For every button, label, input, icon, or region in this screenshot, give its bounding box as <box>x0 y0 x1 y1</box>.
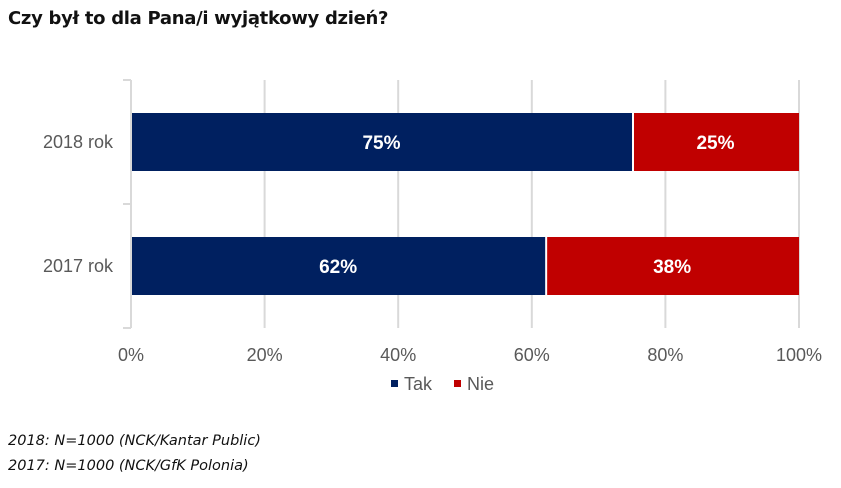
data-label: 62% <box>319 257 357 278</box>
bar-nie <box>634 113 799 171</box>
chart-title: Czy był to dla Pana/i wyjątkowy dzień? <box>8 8 389 29</box>
bar-tak <box>132 237 546 295</box>
source-note-2018: 2018: N=1000 (NCK/Kantar Public) <box>8 433 261 449</box>
bar-nie <box>547 237 799 295</box>
stacked-bar-chart: 0% 20% 40% 60% 80% 100% 2018 rok 75% 25% 2017 rok… <box>43 79 822 394</box>
x-tick-label: 0% <box>118 345 144 365</box>
legend-label-tak: Tak <box>404 374 433 394</box>
x-tick-label: 60% <box>514 345 550 365</box>
x-tick-label: 100% <box>776 345 822 365</box>
data-label: 25% <box>696 133 734 154</box>
x-tick-label: 40% <box>380 345 416 365</box>
data-label: 38% <box>653 257 691 278</box>
legend-label-nie: Nie <box>467 374 494 394</box>
x-tick-label: 20% <box>247 345 283 365</box>
legend-swatch-nie <box>454 380 461 387</box>
bar-tak <box>132 113 632 171</box>
legend-swatch-tak <box>391 380 398 387</box>
category-label: 2018 rok <box>43 132 114 152</box>
data-label: 75% <box>362 133 400 154</box>
source-note-2017: 2017: N=1000 (NCK/GfK Polonia) <box>8 458 249 474</box>
x-tick-label: 80% <box>647 345 683 365</box>
category-label: 2017 rok <box>43 256 114 276</box>
